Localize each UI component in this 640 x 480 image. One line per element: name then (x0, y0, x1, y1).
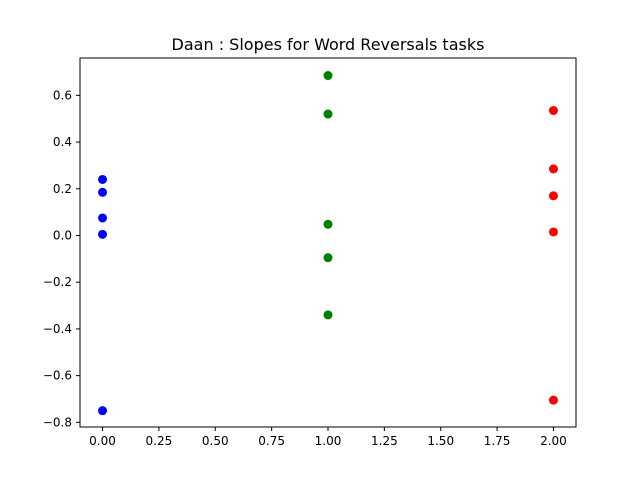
x-tick-label: 1.50 (427, 434, 454, 448)
y-tick-label: 0.0 (53, 228, 72, 242)
y-tick-label: −0.8 (43, 415, 72, 429)
data-point (98, 229, 108, 239)
data-point (98, 174, 108, 184)
x-tick-label: 1.00 (315, 434, 342, 448)
data-point (323, 109, 333, 119)
data-point (548, 227, 558, 237)
data-point (548, 395, 558, 405)
data-point (323, 253, 333, 263)
y-axis: −0.8 −0.6 −0.4 −0.2 0.0 0.2 0.4 0.6 (43, 88, 80, 429)
data-point (98, 213, 108, 223)
y-tick-label: 0.4 (53, 135, 72, 149)
x-tick-label: 0.00 (89, 434, 116, 448)
data-points (98, 71, 558, 416)
x-axis: 0.00 0.25 0.50 0.75 1.00 1.25 1.50 1.75 2.00 (89, 427, 567, 448)
data-point (548, 164, 558, 174)
data-point (548, 191, 558, 201)
data-point (323, 310, 333, 320)
x-tick-label: 2.00 (540, 434, 567, 448)
y-tick-label: 0.2 (53, 182, 72, 196)
y-tick-label: −0.2 (43, 275, 72, 289)
x-tick-label: 1.25 (371, 434, 398, 448)
data-point (98, 187, 108, 197)
x-tick-label: 0.25 (146, 434, 173, 448)
data-point (323, 219, 333, 229)
y-tick-label: 0.6 (53, 88, 72, 102)
x-tick-label: 0.75 (258, 434, 285, 448)
y-tick-label: −0.6 (43, 369, 72, 383)
data-point (98, 406, 108, 416)
data-point (548, 106, 558, 116)
x-tick-label: 0.50 (202, 434, 229, 448)
data-point (323, 71, 333, 81)
x-tick-label: 1.75 (484, 434, 511, 448)
chart-title: Daan : Slopes for Word Reversals tasks (172, 35, 485, 54)
y-tick-label: −0.4 (43, 322, 72, 336)
